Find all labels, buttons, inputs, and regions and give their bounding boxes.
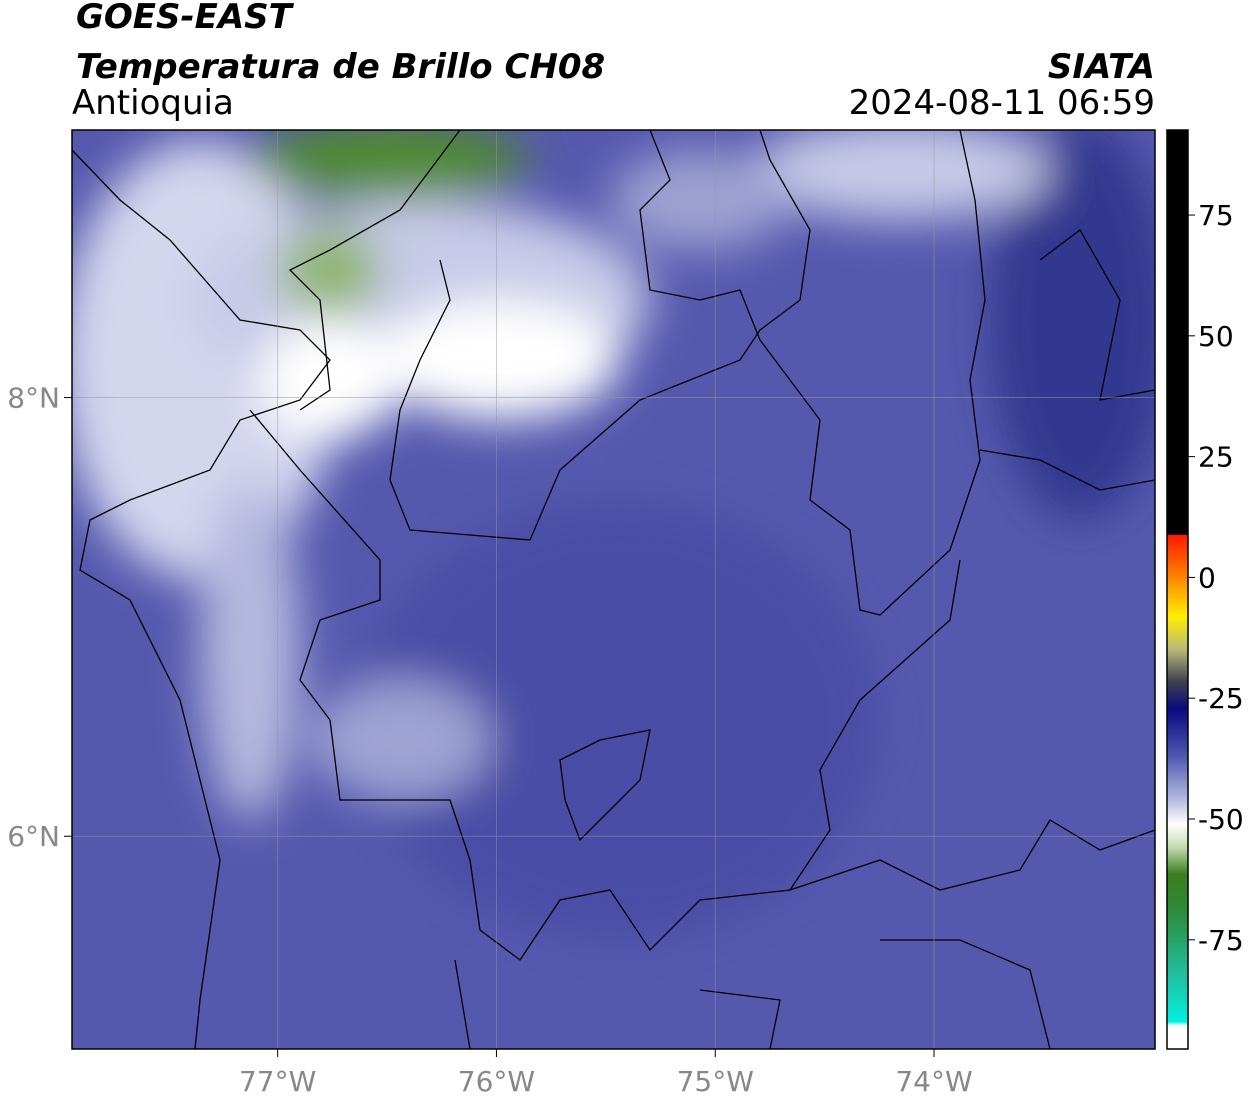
y-tick-label: 8°N: [7, 382, 60, 415]
colorbar-tick-label: -50: [1198, 803, 1244, 836]
colorbar-tick-label: 0: [1198, 561, 1216, 594]
colorbar-tick-label: -25: [1198, 682, 1244, 715]
x-tick-label: 77°W: [239, 1065, 316, 1098]
y-tick-label: 6°N: [7, 820, 60, 853]
x-tick-label: 75°W: [677, 1065, 754, 1098]
x-tick-label: 76°W: [458, 1065, 535, 1098]
title: GOES-EAST: [76, 0, 295, 37]
subtitle: Temperatura de Brillo CH08: [76, 47, 605, 87]
datetime: 2024-08-11 06:59: [849, 83, 1155, 123]
x-tick-label: 74°W: [895, 1065, 972, 1098]
colorbar: [1166, 129, 1189, 1050]
colorbar-tick-label: 50: [1198, 320, 1234, 353]
satellite-image: [72, 130, 1155, 1049]
colorbar-tick-label: 25: [1198, 441, 1234, 474]
map-frame: [71, 129, 1156, 1050]
grid: [72, 130, 1155, 1049]
agency: SIATA: [1048, 47, 1155, 87]
colorbar-tick-label: -75: [1198, 924, 1244, 957]
region: Antioquia: [72, 83, 234, 123]
colorbar-tick-label: 75: [1198, 199, 1234, 232]
